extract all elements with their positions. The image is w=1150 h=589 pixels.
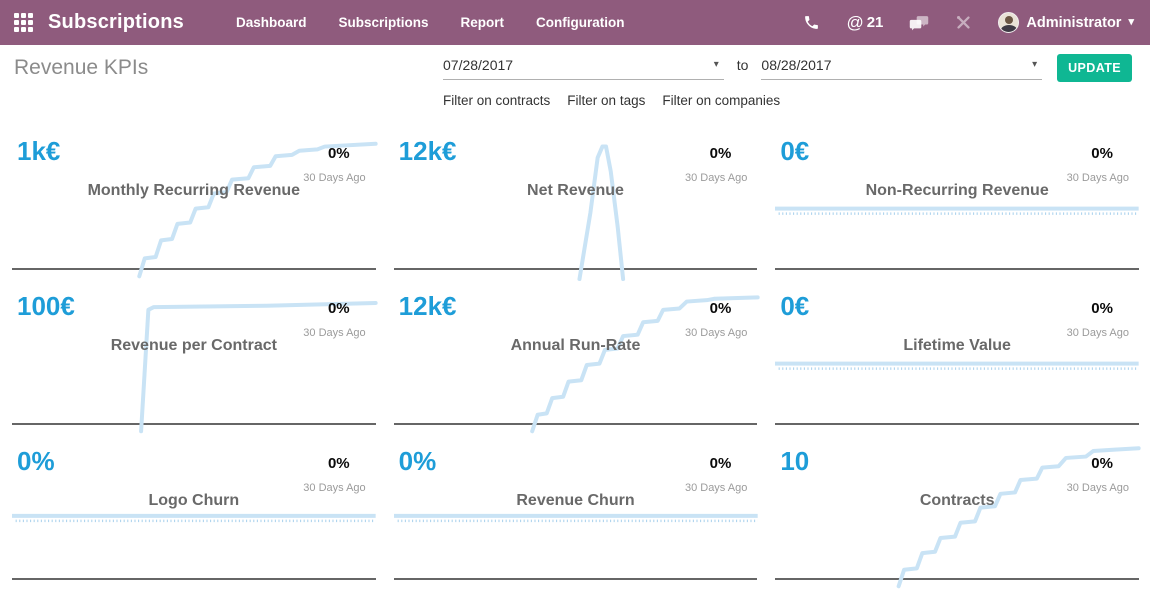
- kpi-title: Non-Recurring Revenue: [865, 182, 1049, 199]
- kpi-value: 10: [780, 446, 810, 476]
- page-title: Revenue KPIs: [14, 56, 149, 79]
- kpi-change: 0%: [709, 145, 732, 162]
- messages-icon[interactable]: [909, 15, 929, 31]
- kpi-title: Monthly Recurring Revenue: [87, 182, 301, 199]
- filter-link-filter-on-companies[interactable]: Filter on companies: [662, 93, 781, 108]
- kpi-tile: 100€ Revenue per Contract 0% 30 Days Ago: [12, 285, 376, 425]
- kpi-change: 0%: [709, 455, 732, 472]
- date-to-input[interactable]: 08/28/2017 ▾: [761, 56, 1043, 80]
- menu-item-dashboard[interactable]: Dashboard: [235, 15, 307, 30]
- kpi-period: 30 Days Ago: [1066, 327, 1129, 339]
- kpi-value: 1k€: [17, 136, 61, 166]
- menu-item-configuration[interactable]: Configuration: [535, 15, 625, 30]
- date-from-input[interactable]: 07/28/2017 ▾: [443, 56, 724, 80]
- kpi-title: Lifetime Value: [903, 337, 1011, 354]
- at-icon: @: [846, 12, 864, 32]
- avatar: [998, 12, 1020, 33]
- kpi-tile: 0€ Non-Recurring Revenue 0% 30 Days Ago: [775, 130, 1139, 270]
- sparkline-chart: [775, 130, 1139, 268]
- sparkline-chart: [12, 285, 376, 423]
- kpi-title: Revenue per Contract: [110, 337, 277, 354]
- date-from-value: 07/28/2017: [443, 57, 514, 73]
- kpi-title: Contracts: [919, 492, 995, 509]
- filter-links: Filter on contracts Filter on tags Filter …: [443, 93, 780, 108]
- kpi-value: 100€: [17, 291, 75, 321]
- kpi-change: 0%: [1091, 300, 1113, 317]
- sparkline-chart: [12, 130, 376, 268]
- kpi-tile: 10 Contracts 0% 30 Days Ago: [775, 440, 1139, 580]
- phone-icon[interactable]: [803, 14, 820, 31]
- sparkline-chart: [775, 285, 1139, 423]
- kpi-period: 30 Days Ago: [1066, 482, 1129, 494]
- kpi-tile: 1k€ Monthly Recurring Revenue 0% 30 Days…: [12, 130, 376, 270]
- kpi-title: Annual Run-Rate: [510, 337, 641, 354]
- kpi-grid: 1k€ Monthly Recurring Revenue 0% 30 Days…: [12, 130, 1139, 580]
- kpi-change: 0%: [709, 300, 732, 317]
- chevron-down-icon: ▾: [1128, 16, 1134, 28]
- sparkline-chart: [394, 285, 758, 423]
- app-name[interactable]: Subscriptions: [48, 11, 184, 33]
- update-button[interactable]: UPDATE: [1057, 54, 1132, 82]
- kpi-period: 30 Days Ago: [303, 482, 366, 494]
- activities-count: 21: [866, 14, 884, 31]
- activities-counter[interactable]: @ 21: [846, 13, 883, 33]
- kpi-title: Logo Churn: [148, 492, 240, 509]
- kpi-value: 0%: [17, 446, 55, 476]
- chevron-down-icon: ▾: [713, 59, 719, 70]
- filter-link-filter-on-tags[interactable]: Filter on tags: [567, 93, 646, 108]
- kpi-change: 0%: [1091, 455, 1113, 472]
- sparkline-chart: [394, 440, 758, 578]
- kpi-tile: 0% Revenue Churn 0% 30 Days Ago: [393, 440, 758, 580]
- user-menu[interactable]: Administrator ▾: [998, 12, 1134, 33]
- kpi-period: 30 Days Ago: [1066, 172, 1129, 184]
- filter-link-filter-on-contracts[interactable]: Filter on contracts: [443, 93, 551, 108]
- chevron-down-icon: ▾: [1032, 59, 1038, 70]
- kpi-value: 0€: [780, 136, 810, 166]
- date-range: 07/28/2017 ▾ to 08/28/2017 ▾ UPDATE: [443, 54, 1132, 82]
- kpi-period: 30 Days Ago: [684, 172, 748, 184]
- kpi-value: 0%: [398, 446, 437, 476]
- kpi-value: 0€: [780, 291, 810, 321]
- menu-item-report[interactable]: Report: [460, 15, 504, 30]
- sparkline-chart: [12, 440, 376, 578]
- kpi-change: 0%: [327, 455, 350, 472]
- kpi-tile: 0€ Lifetime Value 0% 30 Days Ago: [775, 285, 1139, 425]
- apps-grid-icon[interactable]: [14, 13, 33, 32]
- kpi-value: 12k€: [398, 291, 457, 321]
- kpi-change: 0%: [327, 300, 350, 317]
- controls-bar: Revenue KPIs 07/28/2017 ▾ to 08/28/2017 …: [0, 45, 1150, 115]
- kpi-period: 30 Days Ago: [303, 327, 366, 339]
- top-navbar: Subscriptions Dashboard Subscriptions Repo…: [0, 0, 1150, 45]
- navbar-right: @ 21 Administrator ▾: [803, 12, 1134, 33]
- top-menu: Dashboard Subscriptions Report Configuratio…: [230, 11, 631, 34]
- sparkline-chart: [775, 440, 1139, 578]
- kpi-value: 12k€: [398, 136, 457, 166]
- kpi-period: 30 Days Ago: [684, 327, 748, 339]
- kpi-period: 30 Days Ago: [684, 482, 748, 494]
- kpi-title: Net Revenue: [527, 182, 624, 199]
- kpi-change: 0%: [327, 145, 350, 162]
- kpi-tile: 12k€ Annual Run-Rate 0% 30 Days Ago: [393, 285, 758, 425]
- kpi-period: 30 Days Ago: [303, 172, 366, 184]
- date-to-value: 08/28/2017: [761, 57, 832, 73]
- kpi-tile: 12k€ Net Revenue 0% 30 Days Ago: [393, 130, 758, 270]
- user-name: Administrator: [1026, 14, 1122, 31]
- kpi-tile: 0% Logo Churn 0% 30 Days Ago: [12, 440, 376, 580]
- sparkline-chart: [394, 130, 758, 268]
- tools-icon[interactable]: [955, 14, 972, 31]
- kpi-change: 0%: [1091, 145, 1113, 162]
- to-label: to: [736, 57, 749, 73]
- menu-item-subscriptions[interactable]: Subscriptions: [338, 15, 429, 30]
- kpi-title: Revenue Churn: [516, 492, 635, 509]
